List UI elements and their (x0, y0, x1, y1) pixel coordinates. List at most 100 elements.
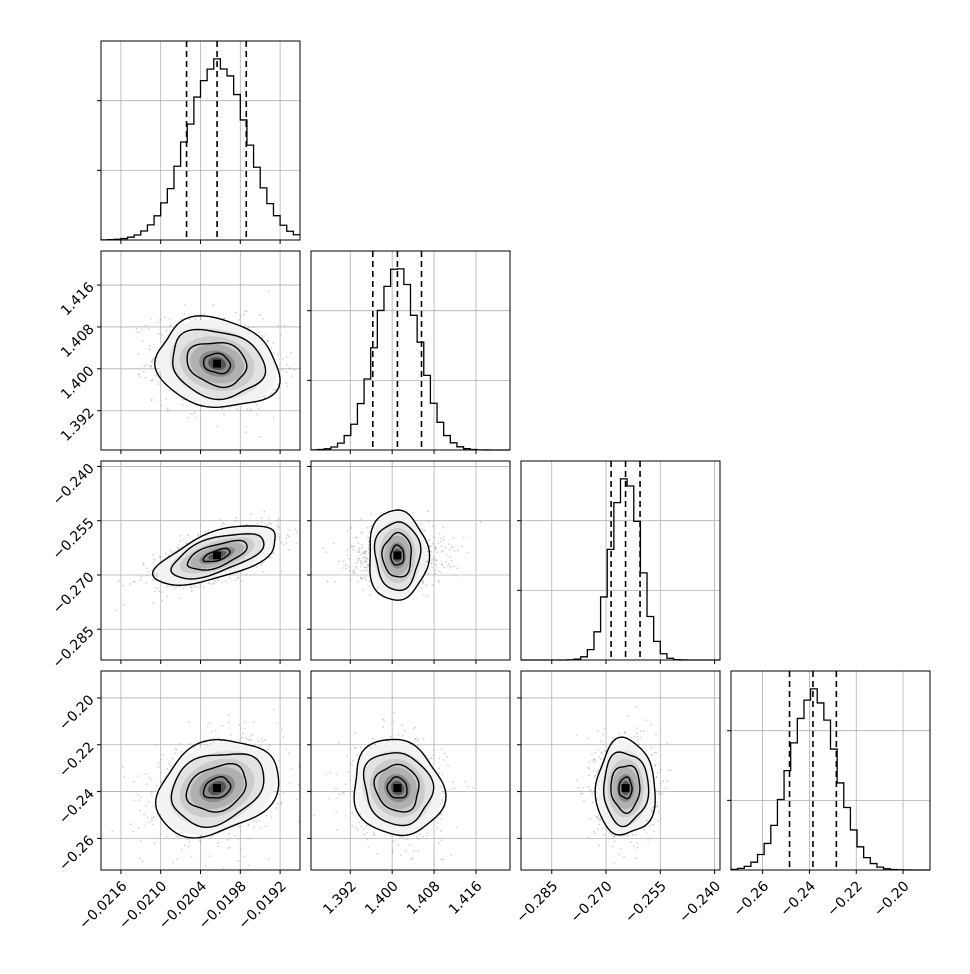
sample-point (359, 549, 361, 551)
sample-point (412, 512, 414, 514)
sample-point (600, 740, 602, 742)
sample-point (183, 399, 185, 401)
sample-point (152, 824, 154, 826)
sample-point (367, 537, 369, 539)
sample-point (191, 855, 193, 857)
sample-point (434, 570, 436, 572)
sample-point (205, 864, 207, 866)
sample-point (361, 578, 363, 580)
scatter-panel (90, 251, 313, 455)
sample-point (161, 334, 163, 336)
sample-point (221, 725, 223, 727)
sample-point (257, 522, 259, 524)
sample-point (155, 587, 157, 589)
sample-point (446, 554, 448, 556)
sample-point (133, 781, 135, 783)
sample-point (431, 558, 433, 560)
sample-point (223, 414, 225, 416)
sample-point (175, 587, 177, 589)
sample-point (241, 580, 243, 582)
sample-point (246, 310, 248, 312)
sample-point (140, 840, 142, 842)
sample-point (465, 781, 467, 783)
sample-point (443, 792, 445, 794)
sample-point (236, 408, 238, 410)
sample-point (345, 815, 347, 817)
sample-point (157, 383, 159, 385)
sample-point (277, 520, 279, 522)
sample-point (145, 773, 147, 775)
sample-point (218, 737, 220, 739)
sample-point (181, 318, 183, 320)
sample-point (263, 511, 265, 513)
sample-point (176, 858, 178, 860)
sample-point (181, 751, 183, 753)
sample-point (355, 827, 357, 829)
sample-point (178, 544, 180, 546)
scatter-panel (307, 461, 510, 664)
sample-point (594, 832, 596, 834)
histogram-panel (517, 461, 720, 664)
sample-point (432, 584, 434, 586)
sample-point (359, 746, 361, 748)
sample-point (294, 529, 296, 531)
sample-point (194, 585, 196, 587)
sample-point (284, 325, 286, 327)
sample-point (245, 432, 247, 434)
sample-point (407, 838, 409, 840)
sample-point (653, 830, 655, 832)
sample-point (352, 760, 354, 762)
sample-point (262, 337, 264, 339)
sample-point (427, 551, 429, 553)
sample-point (266, 524, 268, 526)
sample-point (148, 571, 150, 573)
sample-point (168, 390, 170, 392)
sample-point (277, 325, 279, 327)
sample-point (361, 554, 363, 556)
sample-point (199, 839, 201, 841)
sample-point (261, 522, 263, 524)
sample-point (229, 837, 231, 839)
sample-point (308, 377, 310, 379)
sample-point (366, 832, 368, 834)
sample-point (259, 436, 261, 438)
sample-point (154, 559, 156, 561)
sample-point (285, 748, 287, 750)
sample-point (351, 764, 353, 766)
sample-point (148, 574, 150, 576)
sample-point (137, 374, 139, 376)
sample-point (235, 312, 237, 314)
sample-point (438, 772, 440, 774)
sample-point (271, 347, 273, 349)
sample-point (184, 304, 186, 306)
sample-point (273, 342, 275, 344)
sample-point (363, 828, 365, 830)
sample-point (356, 562, 358, 564)
sample-point (153, 805, 155, 807)
sample-point (367, 846, 369, 848)
sample-point (451, 560, 453, 562)
sample-point (214, 580, 216, 582)
panel-frame (311, 251, 510, 450)
sample-point (237, 838, 239, 840)
sample-point (151, 779, 153, 781)
sample-point (272, 390, 274, 392)
sample-point (187, 534, 189, 536)
sample-point (172, 862, 174, 864)
sample-point (159, 833, 161, 835)
sample-point (180, 597, 182, 599)
sample-point (268, 858, 270, 860)
sample-point (145, 574, 147, 576)
sample-point (213, 737, 215, 739)
sample-point (346, 549, 348, 551)
sample-point (343, 567, 345, 569)
sample-point (268, 290, 270, 292)
histogram-panel (97, 41, 300, 244)
sample-point (137, 353, 139, 355)
sample-point (298, 784, 300, 786)
density-peak (213, 784, 221, 792)
sample-point (242, 733, 244, 735)
sample-point (250, 735, 252, 737)
sample-point (287, 534, 289, 536)
